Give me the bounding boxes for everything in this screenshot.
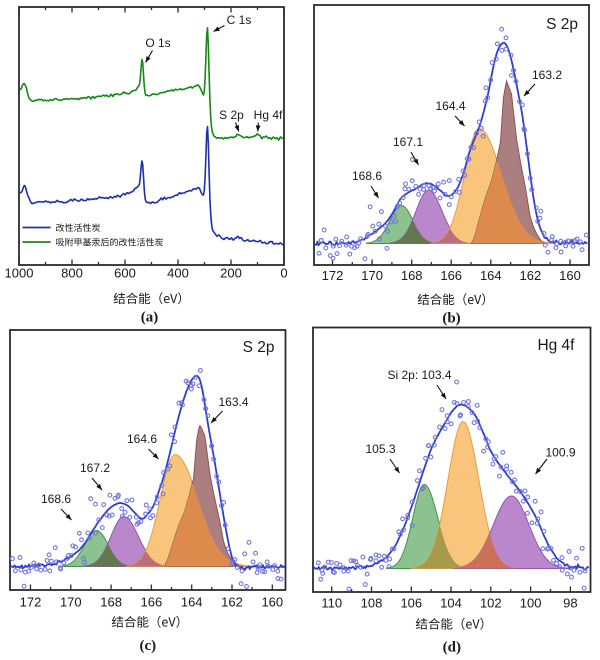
- svg-text:S 2p: S 2p: [546, 16, 578, 33]
- svg-text:164.6: 164.6: [127, 432, 157, 446]
- svg-text:166: 166: [440, 268, 462, 283]
- svg-text:800: 800: [61, 266, 83, 281]
- svg-text:106: 106: [400, 596, 422, 611]
- svg-text:O 1s: O 1s: [145, 36, 170, 50]
- svg-text:172: 172: [20, 595, 42, 610]
- svg-text:162: 162: [520, 268, 542, 283]
- svg-text:163.4: 163.4: [218, 395, 248, 409]
- svg-text:168: 168: [401, 268, 423, 283]
- svg-text:C 1s: C 1s: [227, 13, 252, 27]
- svg-text:163.2: 163.2: [532, 68, 562, 82]
- svg-text:Hg 4f: Hg 4f: [537, 337, 575, 354]
- svg-text:110: 110: [321, 596, 342, 611]
- svg-text:Si 2p: 103.4: Si 2p: 103.4: [387, 368, 451, 382]
- svg-text:0: 0: [280, 266, 287, 281]
- svg-text:S 2p: S 2p: [243, 339, 275, 356]
- svg-text:102: 102: [480, 596, 502, 611]
- svg-text:168.6: 168.6: [41, 492, 71, 506]
- svg-text:(a): (a): [141, 310, 159, 326]
- svg-text:100: 100: [520, 596, 542, 611]
- svg-text:167.1: 167.1: [393, 135, 423, 149]
- svg-text:164: 164: [181, 595, 203, 610]
- svg-text:104: 104: [440, 596, 462, 611]
- svg-text:(b): (b): [442, 311, 460, 327]
- svg-text:164: 164: [480, 268, 502, 283]
- svg-text:Hg 4f: Hg 4f: [254, 108, 283, 122]
- svg-text:167.2: 167.2: [80, 461, 110, 475]
- svg-text:166: 166: [141, 595, 163, 610]
- svg-text:170: 170: [361, 268, 383, 283]
- svg-text:(c): (c): [139, 638, 156, 654]
- svg-text:170: 170: [60, 595, 82, 610]
- svg-text:164.4: 164.4: [435, 99, 465, 113]
- svg-text:172: 172: [322, 268, 344, 283]
- svg-text:160: 160: [261, 595, 283, 610]
- svg-text:168.6: 168.6: [352, 169, 382, 183]
- svg-text:108: 108: [361, 596, 383, 611]
- svg-text:(d): (d): [443, 640, 461, 656]
- svg-text:S 2p: S 2p: [219, 108, 244, 122]
- svg-text:400: 400: [167, 266, 189, 281]
- svg-text:160: 160: [559, 268, 581, 283]
- svg-text:105.3: 105.3: [365, 442, 395, 456]
- svg-text:600: 600: [114, 266, 136, 281]
- svg-text:98: 98: [563, 596, 577, 611]
- svg-text:162: 162: [221, 595, 243, 610]
- svg-text:1000: 1000: [5, 266, 34, 281]
- svg-text:100.9: 100.9: [545, 446, 575, 460]
- svg-text:200: 200: [220, 266, 242, 281]
- svg-text:168: 168: [100, 595, 122, 610]
